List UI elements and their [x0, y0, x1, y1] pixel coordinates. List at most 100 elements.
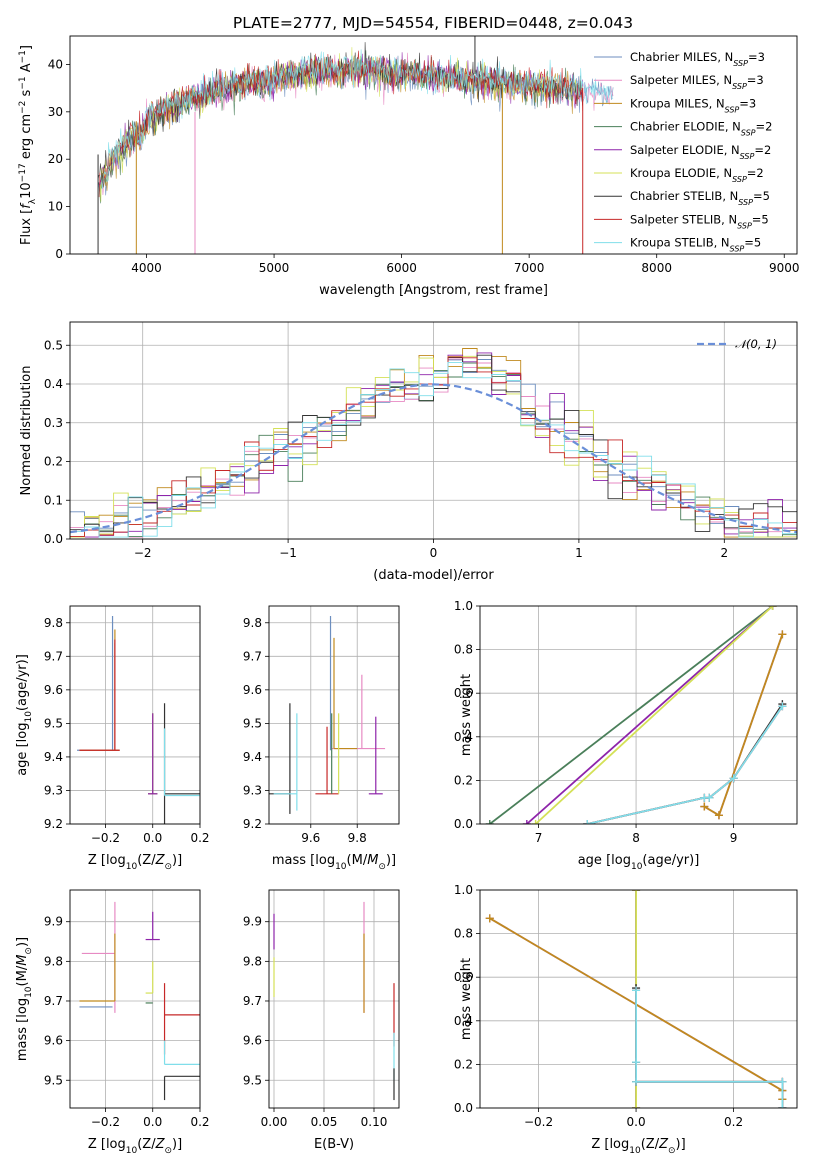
series-marker [632, 890, 641, 894]
y-tick-label: 0.8 [454, 927, 473, 941]
label-part: (data-model)/error [373, 568, 494, 583]
y-tick-label: 30 [48, 105, 63, 119]
legend-label: Kroupa STELIB, N [630, 236, 730, 250]
errorbar-point [145, 961, 154, 994]
label-part: ] [19, 45, 34, 50]
y-tick-label: 9.8 [243, 616, 262, 630]
panel-mass_vs_EBV: 0.00 0.05 0.10 9.5 9.6 9.7 9.8 9.9 E(B-V) [243, 889, 400, 1152]
axes-frame [69, 321, 798, 540]
series-line-chabrier-elodie [489, 606, 774, 824]
legend-suffix: =3 [739, 96, 756, 110]
label-part: log [15, 998, 30, 1018]
legend-suffix: =5 [744, 236, 761, 250]
x-axis-label: Z [log10(Z/Z⊙)] [88, 1137, 182, 1156]
label-part: Normed distribution [19, 366, 34, 496]
legend-label: Salpeter STELIB, N [630, 212, 737, 226]
y-tick-label: 0.6 [454, 970, 473, 984]
label-part: −2 [18, 101, 28, 114]
series-marker [778, 1104, 787, 1108]
y-tick-label: 9.2 [243, 817, 262, 831]
label-part: age [ [578, 853, 611, 868]
label-part: ⊙ [164, 1146, 172, 1156]
axes-frame [479, 605, 798, 825]
y-tick-label: 9.6 [44, 1034, 63, 1048]
spectrum-line-kroupa-stelib [99, 49, 614, 190]
y-tick-label: 0.5 [44, 338, 63, 352]
x-tick-label: 8 [632, 831, 640, 845]
x-tick-label: 9.6 [301, 831, 320, 845]
y-tick-label: 0.4 [454, 730, 473, 744]
label-part: log [106, 1137, 126, 1152]
label-part: 10 [24, 711, 34, 723]
label-part: (age/yr)] [642, 853, 699, 868]
x-tick-label: 2 [720, 546, 728, 560]
x-tick-label: 9 [730, 831, 738, 845]
label-part: f [19, 202, 34, 209]
axes-frame [268, 889, 400, 1109]
legend-label: Kroupa MILES, N [630, 96, 725, 110]
y-tick-label: 9.8 [243, 954, 262, 968]
x-tick-label: 6000 [386, 261, 417, 275]
plot-area [77, 616, 200, 824]
label-part: Flux [ [19, 209, 34, 245]
label-part: (age/yr)] [15, 654, 30, 711]
label-part: ⊙ [378, 862, 386, 872]
x-axis-label: wavelength [Angstrom, rest frame] [319, 283, 548, 298]
label-part: ⊙ [668, 1146, 676, 1156]
y-tick-label: 9.5 [44, 1073, 63, 1087]
series-marker [531, 820, 540, 824]
y-tick-label: 9.9 [243, 915, 262, 929]
label-part: erg cm [19, 114, 34, 163]
y-tick-label: 9.6 [243, 683, 262, 697]
figure-title: PLATE=2777, MJD=54554, FIBERID=0448, z=0… [233, 14, 633, 32]
label-part: Z [ [591, 1137, 609, 1152]
label-part: (Z/ [137, 853, 156, 868]
series-marker [632, 1058, 641, 1067]
y-tick-label: 9.3 [44, 783, 63, 797]
legend-entry: Salpeter MILES, NSSP=3 [630, 73, 764, 91]
label-part: M [367, 853, 378, 868]
x-tick-label: −1 [279, 546, 297, 560]
y-tick-label: 0.3 [44, 416, 63, 430]
y-tick-label: 1.0 [454, 599, 473, 613]
y-tick-label: 0.1 [44, 493, 63, 507]
legend-suffix: =3 [748, 50, 765, 64]
panel-age_vs_Z: −0.2 0.0 0.29.29.39.49.59.69.79.8Z [log10(… [15, 605, 210, 872]
label-part: ⊙ [164, 862, 172, 872]
y-tick-label: 0.0 [44, 532, 63, 546]
errorbar-point [273, 713, 298, 811]
series-line-salpeter-elodie [526, 606, 774, 824]
label-part: Z [155, 853, 166, 868]
label-part: mass [ [15, 1018, 30, 1061]
label-part: 10 [24, 986, 34, 998]
label-part: mass weight [459, 958, 474, 1040]
errorbar-point [315, 726, 339, 795]
x-tick-label: 0.2 [190, 1115, 209, 1129]
label-part: )] [172, 853, 182, 868]
x-axis-label: E(B-V) [314, 1137, 354, 1152]
label-part: )] [172, 1137, 182, 1152]
axes-frame [479, 889, 798, 1109]
legend-entry: Salpeter ELODIE, NSSP=2 [630, 143, 771, 161]
y-axis-label: Normed distribution [19, 366, 34, 496]
legend-label: Salpeter ELODIE, N [630, 143, 740, 157]
y-tick-label: 0.2 [454, 1057, 473, 1071]
y-axis-label: mass weight [459, 674, 474, 756]
y-axis-label: mass [log10(M/M⊙)] [15, 937, 34, 1061]
y-tick-label: 9.8 [44, 954, 63, 968]
y-tick-label: 9.2 [44, 817, 63, 831]
series-marker [485, 820, 494, 824]
y-tick-label: 10 [48, 200, 63, 214]
x-axis-label: mass [log10(M/M⊙)] [272, 853, 396, 872]
legend-sub: SSP [733, 59, 748, 68]
series-marker [778, 1077, 787, 1086]
y-tick-label: 9.7 [243, 649, 262, 663]
x-tick-label: 8000 [641, 261, 672, 275]
y-tick-label: 0.2 [44, 455, 63, 469]
label-part: Z [155, 1137, 166, 1152]
y-tick-label: 9.7 [44, 994, 63, 1008]
y-tick-label: 0.4 [44, 377, 63, 391]
axes-frame [69, 889, 201, 1109]
y-tick-label: 0.4 [454, 1014, 473, 1028]
